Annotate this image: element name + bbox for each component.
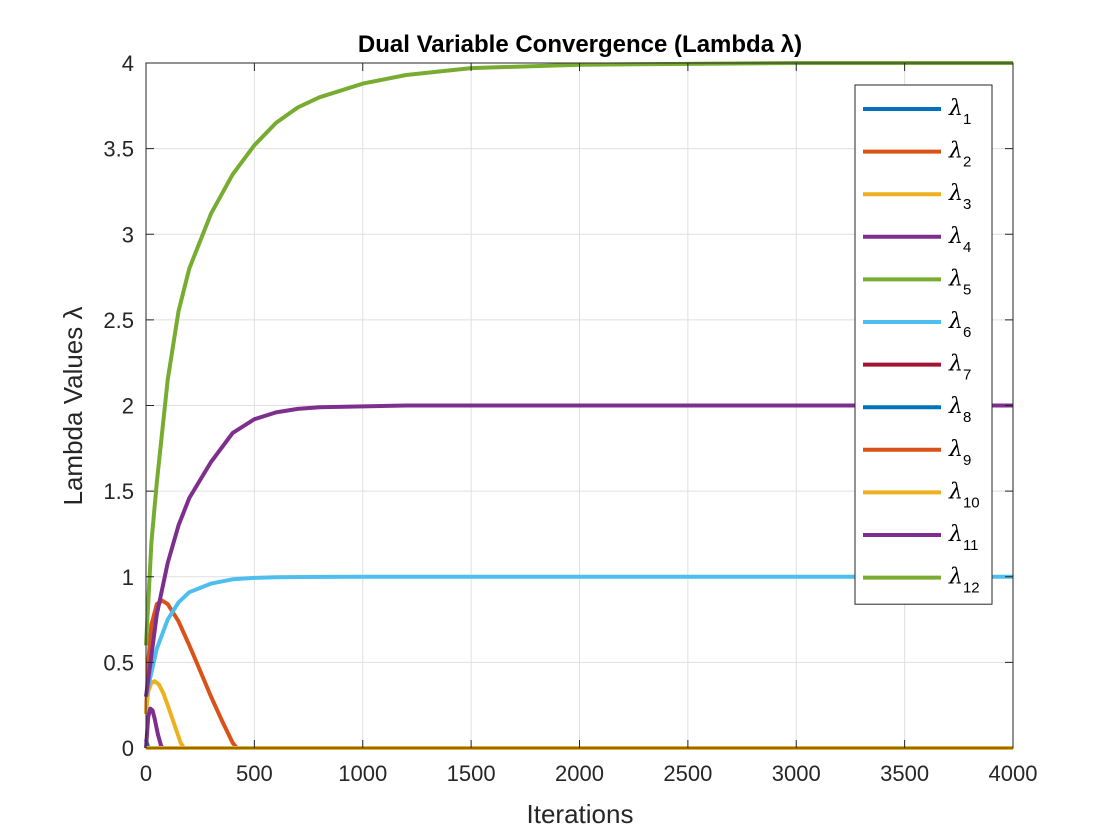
y-tick-label: 3.5 [103,137,134,162]
series-line-6 [144,574,1013,698]
legend-entry-subscript: 6 [963,324,971,341]
legend-entry-subscript: 2 [963,154,971,171]
series-line-11 [144,403,1013,697]
y-tick-label: 1 [122,565,134,590]
y-tick-label: 0 [122,736,134,761]
legend-entry-subscript: 1 [963,111,971,128]
y-tick-label: 2.5 [103,308,134,333]
y-tick-label: 2 [122,394,134,419]
y-tick-label: 0.5 [103,650,134,675]
x-tick-label: 2000 [555,761,604,786]
x-tick-label: 4000 [989,761,1038,786]
x-tick-label: 2500 [663,761,712,786]
y-tick-label: 4 [122,51,134,76]
legend-entry-subscript: 7 [963,367,971,384]
legend-box [854,84,993,605]
legend-entry-subscript: 8 [963,409,971,426]
x-tick-label: 3000 [772,761,821,786]
x-tick-label: 3500 [880,761,929,786]
legend-entry-subscript: 12 [963,580,980,597]
y-tick-label: 1.5 [103,479,134,504]
x-axis-label: Iterations [527,799,634,829]
x-tick-label: 500 [236,761,273,786]
legend-entry-subscript: 5 [963,281,971,298]
chart-title: Dual Variable Convergence (Lambda λ) [358,31,802,58]
y-tick-label: 3 [122,222,134,247]
legend-entry-subscript: 10 [963,494,980,511]
y-axis-label: Lambda Values λ [58,307,88,506]
legend-entry-subscript: 11 [963,537,979,554]
legend-entry-subscript: 9 [963,452,971,469]
legend-entry-subscript: 4 [963,239,971,256]
series-line-2 [144,598,1013,750]
legend-entry-subscript: 3 [963,196,971,213]
x-tick-label: 1000 [338,761,387,786]
ticks: 0 500 1000 1500 2000 2500 3000 3500 4000 0 0.5 1 1.5… [103,51,1037,786]
x-tick-label: 0 [140,761,152,786]
x-tick-label: 1500 [447,761,496,786]
